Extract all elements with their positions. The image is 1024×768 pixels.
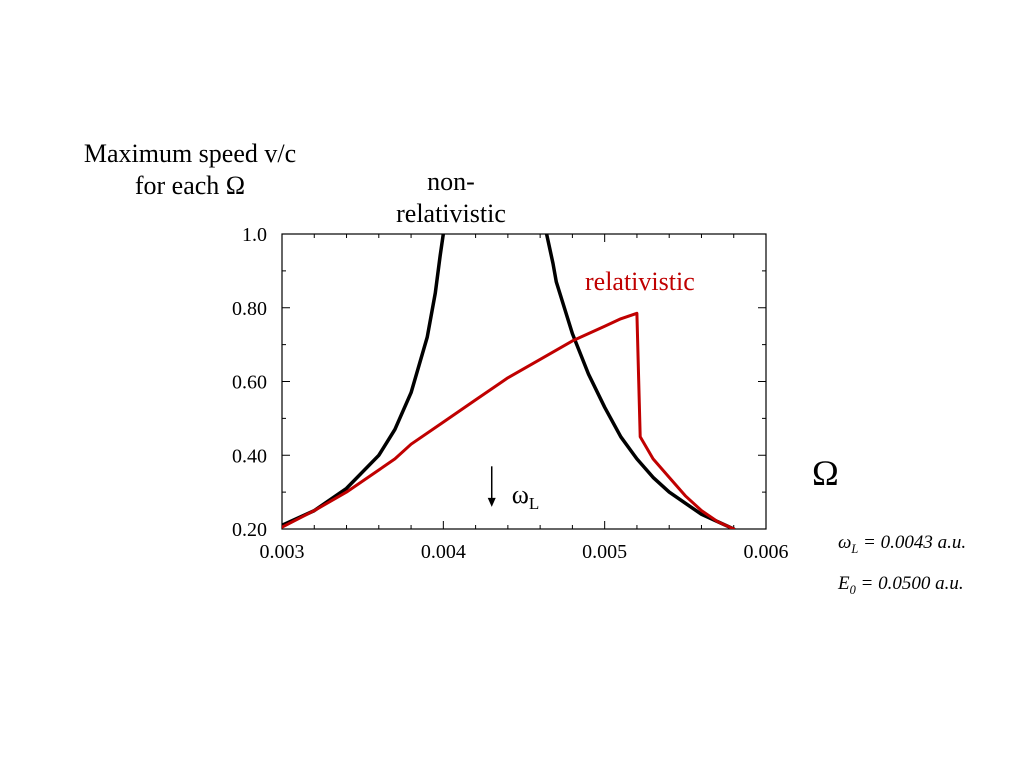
formula-omega-l-value: = 0.0043 a.u. [858,532,967,553]
series-label-non-relativistic-line1: non- [427,167,475,196]
series-lines [282,234,736,529]
omega-l-label-sub: L [529,494,539,513]
omega-l-label: ωL [512,480,540,513]
formula-e0: E0 = 0.0500 a.u. [838,573,964,598]
y-tick-label: 0.40 [232,445,267,467]
series-label-non-relativistic-line2: relativistic [396,199,506,228]
x-axis-label: Ω [812,453,839,493]
x-tick-label: 0.005 [582,541,627,563]
y-tick-label: 1.0 [242,224,267,246]
formula-e0-sub: 0 [849,582,856,597]
formula-omega-l-sub: L [851,541,859,556]
y-tick-label: 0.80 [232,298,267,320]
y-axis-label-line2: for each Ω [134,171,246,200]
series-line-non-relativistic-0 [282,234,446,528]
omega-l-marker: ωL [487,466,540,513]
omega-l-arrow-head [487,497,496,507]
y-tick-label: 0.60 [232,372,267,394]
formula-omega-l: ωL = 0.0043 a.u. [838,532,966,557]
y-axis-label: Maximum speed v/c for each Ω [40,138,340,202]
formula-omega-l-var: ω [838,532,852,553]
y-axis-label-line1: Maximum speed v/c [83,139,297,168]
x-tick-label: 0.006 [744,541,789,563]
series-line-relativistic-0 [282,311,736,529]
omega-l-label-symbol: ω [512,480,529,509]
series-line-non-relativistic-1 [544,234,736,529]
formula-e0-value: = 0.0500 a.u. [855,573,964,594]
tick-labels: 0.003 0.004 0.005 0.006 0.20 0.40 0.60 0.80 1.0 [232,224,789,563]
y-tick-label: 0.20 [232,519,267,541]
x-tick-label: 0.003 [260,541,305,563]
series-label-relativistic: relativistic [585,267,695,296]
series-label-non-relativistic: non- relativistic [376,166,526,230]
formula-e0-var: E [838,573,850,594]
x-tick-label: 0.004 [421,541,466,563]
